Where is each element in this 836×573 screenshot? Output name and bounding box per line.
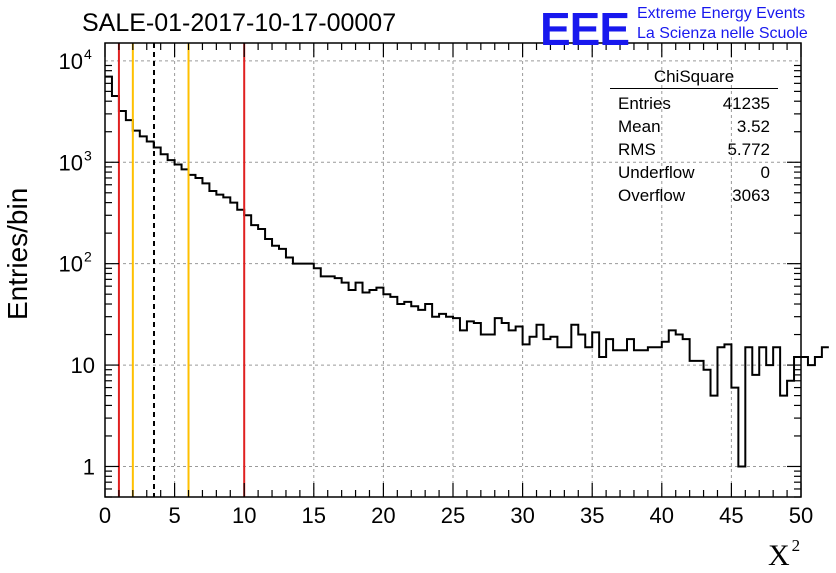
stats-value: 0	[760, 163, 770, 182]
stats-label: RMS	[618, 140, 656, 159]
eee-logo: EEE	[540, 3, 630, 55]
x-tick-label: 40	[650, 503, 674, 528]
stats-row-underflow: Underflow 0	[610, 161, 778, 184]
stats-value: 3.52	[736, 117, 770, 136]
y-tick-label: 10	[59, 252, 83, 277]
stats-value: 5.772	[727, 140, 770, 159]
stats-value: 3063	[732, 186, 770, 205]
x-tick-label: 50	[789, 503, 813, 528]
stats-label: Underflow	[618, 163, 695, 182]
stats-row-rms: RMS 5.772	[610, 138, 778, 161]
x-tick-label: 30	[510, 503, 534, 528]
x-tick-label: 5	[168, 503, 180, 528]
x-tick-label: 35	[580, 503, 604, 528]
x-tick-label: 20	[371, 503, 395, 528]
y-tick-exponent: 2	[84, 249, 92, 265]
y-tick-label: 10	[59, 49, 83, 74]
stats-label: Overflow	[618, 186, 686, 205]
x-axis-label-exponent: 2	[791, 536, 801, 555]
y-tick-label: 10	[59, 150, 83, 175]
histogram-series	[105, 75, 829, 468]
y-tick-exponent: 3	[84, 147, 92, 163]
stats-title: ChiSquare	[610, 67, 778, 89]
stats-value: 41235	[722, 94, 770, 113]
stats-box: ChiSquare Entries 41235 Mean 3.52 RMS 5.772…	[610, 67, 778, 207]
x-axis-label-base: X	[768, 539, 790, 572]
x-tick-label: 25	[441, 503, 465, 528]
stats-label: Mean	[618, 117, 661, 136]
stats-row-mean: Mean 3.52	[610, 115, 778, 138]
y-axis-label: Entries/bin	[2, 187, 33, 320]
stats-label: Entries	[618, 94, 671, 113]
y-tick-label: 10	[71, 353, 95, 378]
logo-line-2: La Scienza nelle Scuole	[637, 25, 808, 42]
logo-line-1: Extreme Energy Events	[637, 5, 806, 22]
x-tick-label: 15	[302, 503, 326, 528]
chart-title: SALE-01-2017-10-17-00007	[82, 9, 397, 37]
x-tick-label: 0	[99, 503, 111, 528]
x-tick-label: 10	[232, 503, 256, 528]
y-tick-label: 1	[83, 454, 95, 479]
y-tick-exponent: 4	[84, 46, 92, 62]
stats-row-overflow: Overflow 3063	[610, 184, 778, 207]
stats-row-entries: Entries 41235	[610, 92, 778, 115]
x-tick-label: 45	[719, 503, 743, 528]
